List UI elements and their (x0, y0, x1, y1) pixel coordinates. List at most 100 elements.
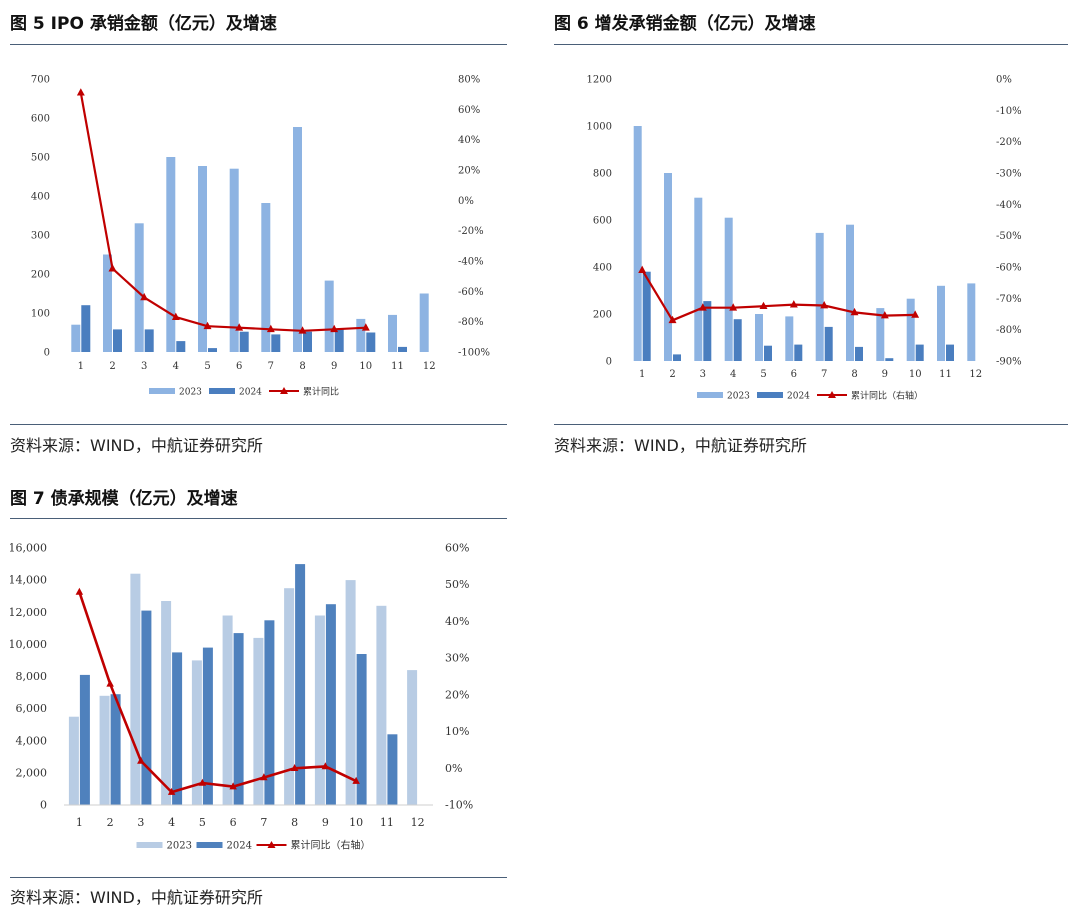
x-tick-label: 5 (204, 361, 210, 372)
source-note: 资料来源：WIND，中航证券研究所 (554, 436, 807, 455)
y2-tick-label: -100% (458, 348, 490, 359)
legend-item-2023: 2023 (136, 841, 192, 852)
line-marker (106, 679, 114, 687)
bar-2024 (733, 319, 742, 361)
y2-tick-label: 0% (458, 196, 474, 207)
chart-title: 图 6 增发承销金额（亿元）及增速 (554, 14, 816, 34)
x-tick-label: 5 (760, 369, 766, 380)
legend-swatch (196, 842, 223, 848)
x-tick-label: 7 (268, 361, 274, 372)
y-tick-label: 700 (31, 75, 50, 86)
bar-2024 (703, 301, 712, 361)
line-marker (198, 778, 207, 786)
bar-2024 (176, 341, 186, 352)
line-marker (266, 324, 275, 333)
y-tick-label: 300 (31, 231, 50, 242)
bar-2024 (295, 564, 306, 805)
y-tick-label: 14,000 (10, 574, 47, 587)
line-marker (880, 311, 889, 319)
y2-tick-label: 60% (458, 105, 480, 116)
bar-2024 (208, 348, 217, 352)
y2-tick-label: -60% (458, 287, 484, 298)
x-tick-label: 4 (168, 816, 175, 829)
line-marker (167, 787, 176, 795)
y-tick-label: 2,000 (16, 766, 48, 779)
bar-2023 (166, 157, 176, 352)
y-tick-label: 0 (606, 357, 612, 368)
bar-2023 (664, 173, 672, 361)
y2-tick-label: 40% (445, 615, 469, 628)
bar-2023 (376, 605, 387, 805)
line-marker (140, 292, 149, 301)
bar-2023 (724, 217, 733, 361)
bar-2023 (134, 223, 144, 352)
legend-label: 累计同比（右轴） (851, 390, 923, 402)
bar-2024 (915, 344, 924, 361)
bar-2023 (293, 127, 302, 352)
bar-2024 (303, 331, 312, 352)
legend-item-2023: 2023 (149, 388, 202, 398)
line-marker (361, 323, 370, 331)
bar-2024 (172, 652, 183, 805)
bar-2023 (876, 308, 885, 361)
bar-2024 (946, 344, 954, 361)
y2-tick-label: 60% (445, 542, 469, 555)
line-marker (759, 301, 768, 309)
legend-label: 累计同比（右轴） (291, 839, 371, 852)
bar-2024 (366, 332, 376, 352)
y-tick-label: 4,000 (16, 734, 48, 747)
x-tick-label: 11 (391, 361, 404, 372)
legend-swatch (149, 388, 175, 394)
y-tick-label: 400 (31, 192, 50, 203)
x-tick-label: 2 (669, 369, 675, 380)
y2-tick-label: -30% (996, 169, 1022, 180)
y-tick-label: 12,000 (10, 606, 47, 619)
chart-title: 图 5 IPO 承销金额（亿元）及增速 (10, 14, 277, 34)
x-tick-label: 8 (291, 816, 298, 829)
bar-2023 (191, 660, 202, 805)
bar-2024 (271, 334, 281, 352)
line-marker (76, 88, 85, 96)
y-tick-label: 600 (31, 114, 50, 125)
line-marker (321, 762, 330, 770)
bar-2023 (324, 280, 334, 352)
x-tick-label: 8 (851, 369, 857, 380)
x-tick-label: 4 (730, 369, 736, 380)
y-tick-label: 8,000 (16, 670, 48, 683)
bar-2023 (694, 197, 703, 361)
source-note: 资料来源：WIND，中航证券研究所 (10, 436, 263, 455)
line-marker (290, 764, 299, 771)
panel-placement: 图 6 增发承销金额（亿元）及增速 0 200 400 600 800 1000 1200 -… (554, 0, 1068, 460)
y-tick-label: 800 (593, 169, 612, 180)
line-marker (850, 307, 859, 316)
bar-2024 (264, 620, 275, 805)
line-marker (330, 324, 339, 333)
line-累计同比 (79, 92, 366, 332)
legend-label: 累计同比 (303, 386, 339, 398)
bar-2023 (314, 615, 325, 805)
legend-swatch (136, 842, 163, 848)
chart-placement: 0 200 400 600 800 1000 1200 -90% -80% -70% -60% -50… (587, 75, 1022, 402)
bar-2024 (885, 358, 894, 361)
x-tick-label: 10 (909, 369, 922, 380)
bar-2023 (103, 254, 112, 352)
bar-2023 (68, 716, 79, 805)
y2-tick-label: -20% (996, 137, 1022, 148)
x-tick-label: 1 (639, 369, 645, 380)
chart-ipo: 0 100 200 300 400 500 600 700 -100% -80% -60% -40% -… (31, 75, 490, 398)
legend-swatch (757, 392, 783, 398)
source-rule (554, 424, 1068, 425)
line-marker (911, 310, 920, 318)
panel-ipo: 图 5 IPO 承销金额（亿元）及增速 0 100 200 300 400 500 600 7… (10, 0, 507, 460)
chart-title: 图 7 债承规模（亿元）及增速 (10, 489, 238, 509)
bar-2023 (222, 615, 233, 805)
bar-2023 (407, 670, 418, 805)
line-marker (235, 323, 244, 331)
bar-2024 (113, 329, 122, 352)
bar-2024 (141, 610, 152, 805)
x-tick-label: 9 (882, 369, 888, 380)
y2-tick-label: -40% (996, 200, 1022, 211)
y2-tick-label: 50% (445, 578, 469, 591)
x-tick-label: 11 (380, 816, 394, 829)
bar-2023 (229, 168, 239, 352)
